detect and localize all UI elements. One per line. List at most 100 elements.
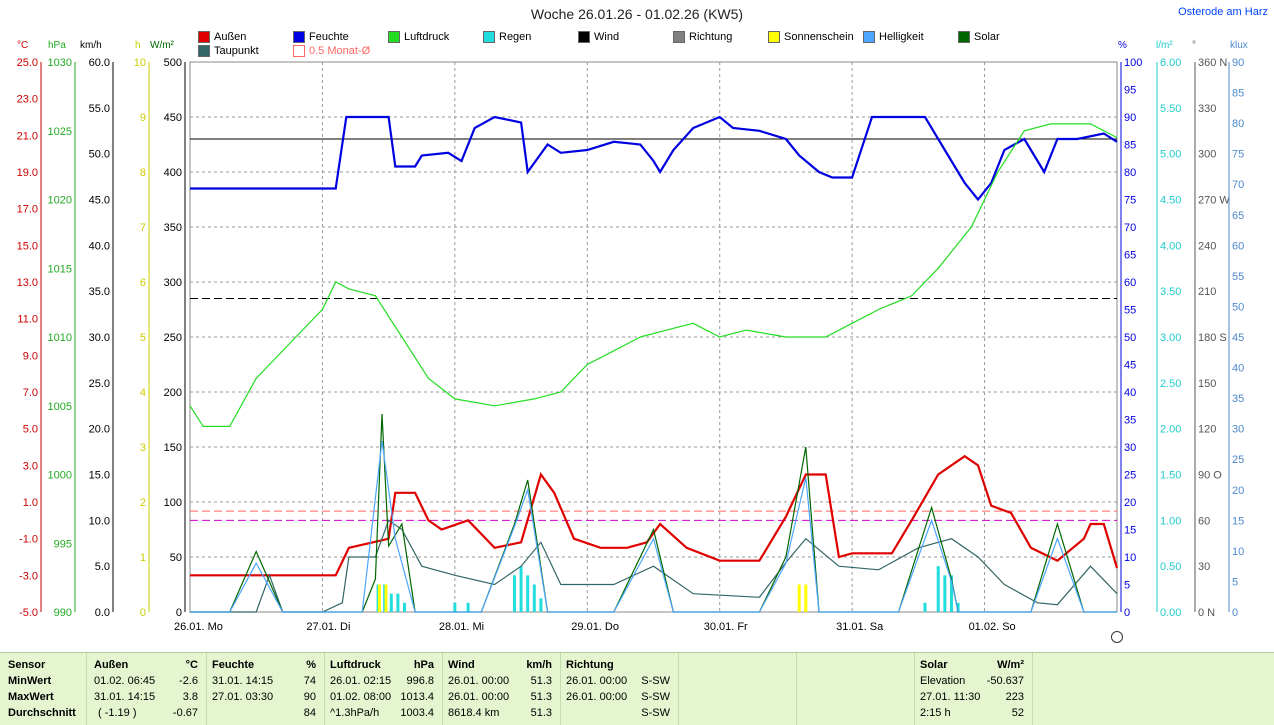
- y-tick-label-lm2: 3.50: [1160, 286, 1181, 298]
- y-tick-label-temp: 25.0: [17, 57, 38, 69]
- stats-value: 74: [303, 675, 316, 687]
- y-tick-label-pct: 15: [1124, 525, 1136, 537]
- divider: [1032, 653, 1033, 725]
- legend-item-monat-avg[interactable]: 0.5 Monat-Ø: [293, 45, 370, 57]
- sunshine-bar: [384, 584, 388, 612]
- y-tick-label-deg: 180 S: [1198, 332, 1227, 344]
- y-tick-label-deg: 300: [1198, 149, 1216, 161]
- y-tick-label-pct: 55: [1124, 305, 1136, 317]
- stats-value: -2.6: [179, 675, 198, 687]
- y-tick-label-pct: 75: [1124, 195, 1136, 207]
- y-tick-label-klux: 20: [1232, 485, 1244, 497]
- divider: [86, 653, 87, 725]
- y-tick-label-temp: 1.0: [23, 497, 38, 509]
- legend-item-sonnenschein[interactable]: Sonnenschein: [768, 31, 854, 43]
- stats-date: 26.01. 00:00: [566, 691, 628, 703]
- y-tick-label-temp: 7.0: [23, 387, 38, 399]
- x-tick-label: 28.01. Mi: [439, 621, 484, 633]
- stats-header: Luftdruck: [330, 659, 381, 671]
- y-tick-label-wm2: 50: [170, 552, 182, 564]
- stats-date: 26.01. 02:15: [330, 675, 392, 687]
- y-tick-label-deg: 60: [1198, 515, 1210, 527]
- legend-item-richtung[interactable]: Richtung: [673, 31, 732, 43]
- y-tick-label-klux: 25: [1232, 454, 1244, 466]
- legend-swatch: [673, 31, 685, 43]
- axis-unit-klux: klux: [1230, 40, 1248, 51]
- legend-swatch: [293, 45, 305, 57]
- stats-value: -50.637: [986, 675, 1024, 687]
- stats-date: 8618.4 km: [448, 707, 500, 719]
- y-tick-label-pct: 60: [1124, 277, 1136, 289]
- legend-item-regen[interactable]: Regen: [483, 31, 531, 43]
- rain-bar: [532, 584, 536, 612]
- y-tick-label-lm2: 1.00: [1160, 515, 1181, 527]
- y-tick-label-hpa: 1010: [48, 332, 72, 344]
- y-tick-label-hpa: 1015: [48, 263, 72, 275]
- stats-value: -0.67: [172, 707, 198, 719]
- y-tick-label-kmh: 60.0: [89, 57, 110, 69]
- y-tick-label-kmh: 10.0: [89, 515, 110, 527]
- y-tick-label-pct: 0: [1124, 607, 1130, 619]
- station-name[interactable]: Osterode am Harz: [1178, 6, 1268, 18]
- legend-item-taupunkt[interactable]: Taupunkt: [198, 45, 259, 57]
- y-tick-label-temp: 23.0: [17, 94, 38, 106]
- y-tick-label-pct: 45: [1124, 360, 1136, 372]
- stats-aussen-column: Außen °C 01.02. 06:45 -2.6 31.01. 14:15 3.8…: [94, 657, 200, 721]
- legend-label: Wind: [594, 31, 620, 43]
- legend-item-feuchte[interactable]: Feuchte: [293, 31, 349, 43]
- stats-header: Sensor: [8, 659, 46, 671]
- x-tick-label: 01.02. So: [969, 621, 1016, 633]
- y-tick-label-temp: 11.0: [17, 314, 38, 326]
- stats-sensor-column: Sensor MinWert MaxWert Durchschnitt: [8, 657, 84, 721]
- y-tick-label-deg: 120: [1198, 424, 1216, 436]
- y-tick-label-klux: 0: [1232, 607, 1238, 619]
- rain-bar: [396, 593, 400, 612]
- legend-label: Sonnenschein: [784, 31, 854, 43]
- y-tick-label-pct: 40: [1124, 387, 1136, 399]
- stats-value: 51.3: [530, 691, 552, 703]
- stats-date: 31.01. 14:15: [94, 691, 156, 703]
- axis-unit-wm2: W/m²: [150, 40, 174, 51]
- stats-header: Außen: [94, 659, 129, 671]
- stats-date: ( -1.19 ): [98, 707, 137, 719]
- divider: [678, 653, 679, 725]
- divider: [914, 653, 915, 725]
- legend-item-helligkeit[interactable]: Helligkeit: [863, 31, 924, 43]
- stats-date: 26.01. 00:00: [566, 675, 628, 687]
- y-tick-label-pct: 10: [1124, 552, 1136, 564]
- y-tick-label-klux: 15: [1232, 515, 1244, 527]
- y-tick-label-kmh: 5.0: [95, 561, 110, 573]
- stats-value: S-SW: [641, 707, 670, 719]
- y-tick-label-lm2: 2.50: [1160, 378, 1181, 390]
- y-tick-label-temp: -5.0: [19, 607, 38, 619]
- legend-item-wind[interactable]: Wind: [578, 31, 619, 43]
- y-tick-label-wm2: 150: [164, 442, 182, 454]
- y-tick-label-hours: 9: [140, 112, 146, 124]
- y-tick-label-lm2: 1.50: [1160, 470, 1181, 482]
- legend-item-solar[interactable]: Solar: [958, 31, 1000, 43]
- divider: [442, 653, 443, 725]
- y-tick-label-lm2: 4.50: [1160, 195, 1181, 207]
- y-tick-label-pct: 80: [1124, 167, 1136, 179]
- axis-unit-temp: °C: [17, 40, 29, 51]
- stats-feuchte-column: Feuchte% 31.01. 14:15 74 27.01. 03:30 90 8…: [212, 657, 318, 721]
- y-tick-label-kmh: 30.0: [89, 332, 110, 344]
- legend-swatch: [863, 31, 875, 43]
- y-tick-label-lm2: 4.00: [1160, 240, 1181, 252]
- y-tick-label-klux: 60: [1232, 240, 1244, 252]
- legend-item-aussen[interactable]: Außen: [198, 31, 246, 43]
- legend-item-luftdruck[interactable]: Luftdruck: [388, 31, 449, 43]
- y-tick-label-hpa: 1020: [48, 195, 72, 207]
- legend-label: Außen: [214, 31, 247, 43]
- y-tick-label-pct: 70: [1124, 222, 1136, 234]
- y-tick-label-wm2: 200: [164, 387, 182, 399]
- y-tick-label-wm2: 0: [176, 607, 182, 619]
- legend-swatch: [483, 31, 495, 43]
- y-tick-label-temp: -3.0: [19, 570, 38, 582]
- stats-date: 26.01. 00:00: [448, 691, 510, 703]
- y-tick-label-klux: 30: [1232, 424, 1244, 436]
- rain-bar: [936, 566, 940, 612]
- y-tick-label-kmh: 20.0: [89, 424, 110, 436]
- stats-date: 27.01. 11:30: [920, 691, 981, 703]
- zoom-circle-icon[interactable]: [1111, 631, 1123, 643]
